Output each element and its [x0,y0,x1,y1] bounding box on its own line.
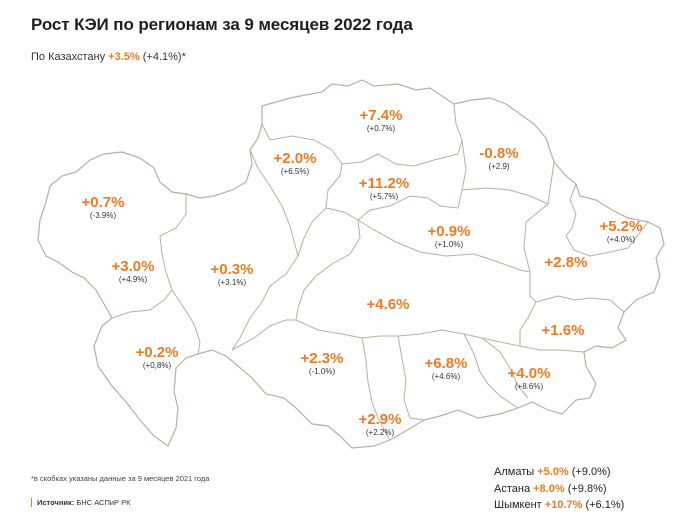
region-value: +11.2% [358,175,410,192]
city-value: +10.7% [544,499,583,511]
region-value: +4.0% [507,365,551,382]
region-label-west-kazakhstan: +0.7% (-3.9%) [82,194,125,221]
cities-list: Алматы +5.0% (+9.0%) Астана +8.0% (+9.8%… [494,464,624,514]
region-label-zhambyl: +6.8% (+4.6%) [425,355,468,382]
region-prev: (+0,8%) [142,361,172,370]
region-value: +0.9% [427,223,471,240]
source-text: БНС АСПиР РК [76,498,131,507]
footnote: *в скобках указаны данные за 9 месяцев 2… [31,474,210,483]
region-value: +0.7% [81,194,125,211]
region-prev: (+4.9%) [118,275,148,284]
region-label-east-kazakhstan: +5.2% (+4.0%) [600,218,643,245]
region-label-mangystau: +0.2% (+0,8%) [136,344,179,371]
source-label: Источник: [37,498,75,507]
city-row: Шымкент +10.7% (+6.1%) [494,497,624,514]
region-prev: (+2.2%) [365,428,395,437]
region-label-kostanay: +2.0% (+6.5%) [274,150,317,177]
region-borders [111,103,649,441]
region-value: +7.4% [359,107,403,124]
region-prev: (+6.5%) [280,167,310,176]
region-value: +0.2% [135,344,179,361]
region-value: +2.3% [300,350,344,367]
region-prev: (-1.0%) [308,367,336,376]
region-value: +1.6% [541,322,585,339]
region-value: +2.0% [273,150,317,167]
region-label-kyzylorda: +2.3% (-1.0%) [301,350,344,377]
region-label-turkestan: +2.9% (+2.2%) [359,411,402,438]
region-label-north-kazakhstan: +7.4% (+0.7%) [360,107,403,134]
region-label-akmola: +11.2% (+5,7%) [359,175,409,202]
country-label: По Казахстану [31,51,106,63]
region-prev: (-3.9%) [89,211,117,220]
page-title: Рост КЭИ по регионам за 9 месяцев 2022 г… [31,15,413,34]
country-prev: (+4.1%)* [142,51,186,63]
region-prev: (+1.0%) [434,240,464,249]
region-value: +4.6% [366,296,410,313]
region-value: +5.2% [599,218,643,235]
city-prev: (+9.8%) [567,482,607,495]
region-label-abai: +2.8% [545,254,588,271]
region-value: +2.8% [544,254,588,271]
region-label-pavlodar: -0.8% (+2.9) [479,145,518,172]
region-value: +3.0% [111,258,155,275]
region-label-atyrau: +3.0% (+4.9%) [112,258,155,285]
city-name: Шымкент [494,499,542,511]
city-row: Астана +8.0% (+9.8%) [494,481,624,498]
city-prev: (+9.0%) [571,466,611,478]
source: Источник: БНС АСПиР РК [31,498,131,507]
region-value: +6.8% [424,355,468,372]
city-name: Астана [494,482,531,495]
city-value: +8.0% [533,482,565,495]
region-prev: (+2.9) [488,162,510,171]
country-value: +3.5% [108,51,140,63]
city-row: Алматы +5.0% (+9.0%) [494,464,624,481]
region-prev: (+4.6%) [431,372,461,381]
region-label-almaty-region: +4.0% (+8.6%) [508,365,551,392]
region-value: +2.9% [358,411,402,428]
region-value: +0.3% [210,261,254,278]
region-prev: (+5,7%) [369,192,399,201]
city-prev: (+6.1%) [585,499,625,511]
region-label-aktobe: +0.3% (+3.1%) [211,261,254,288]
region-label-ulytau: +4.6% [367,296,410,313]
region-label-karaganda: +0.9% (+1.0%) [428,223,471,250]
region-prev: (+8.6%) [514,382,544,391]
city-value: +5.0% [537,466,569,478]
region-prev: (+0.7%) [366,124,396,133]
region-label-zhetysu: +1.6% [542,322,585,339]
region-prev: (+4.0%) [606,235,636,244]
country-summary: По Казахстану +3.5% (+4.1%)* [31,51,186,63]
region-prev: (+3.1%) [217,278,247,287]
region-value: -0.8% [479,145,519,162]
city-name: Алматы [494,466,535,478]
